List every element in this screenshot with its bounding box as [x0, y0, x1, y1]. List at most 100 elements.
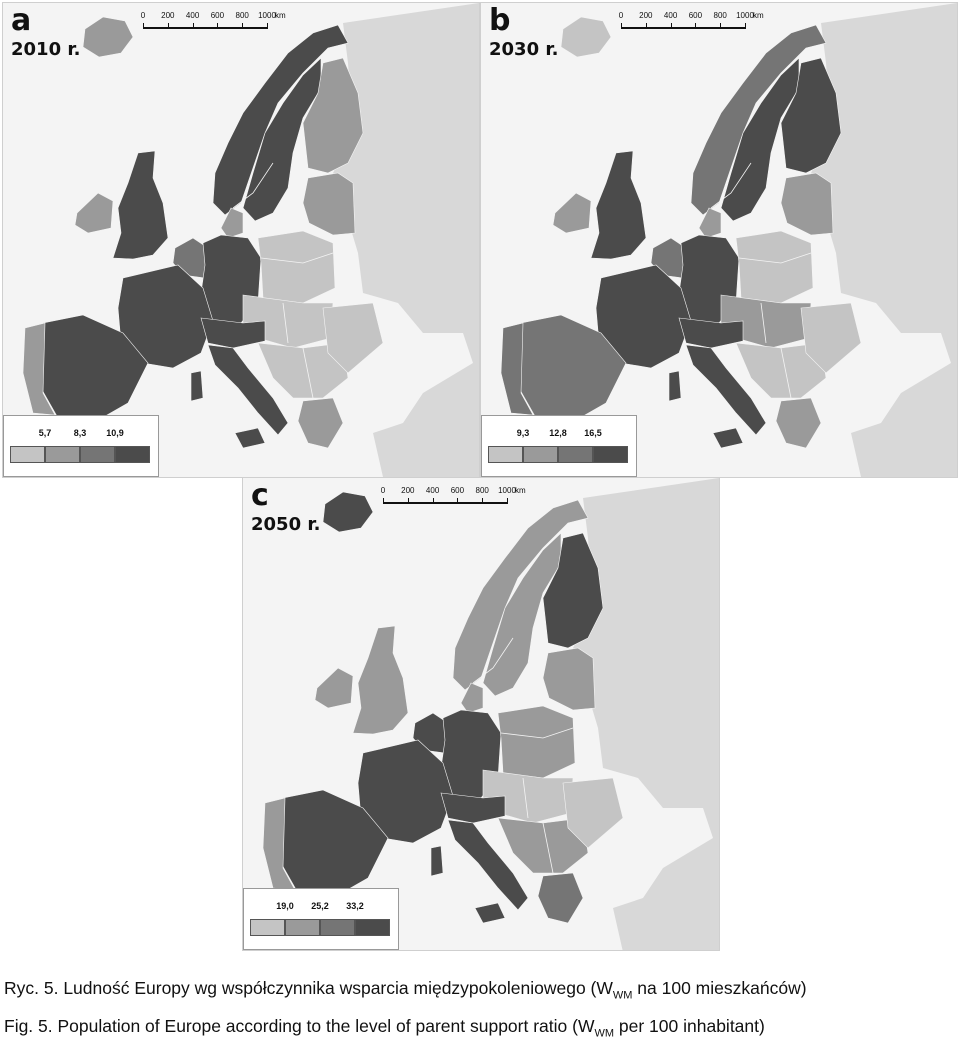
scale-tick: [432, 498, 434, 504]
region-ireland: [552, 192, 592, 234]
legend: 9,3 12,8 16,5: [481, 415, 637, 477]
legend-swatch: [10, 446, 45, 463]
scale-tick: [457, 498, 459, 504]
legend-swatch: [115, 446, 150, 463]
panel-year: 2030 r.: [489, 39, 559, 60]
scale-tick: [482, 498, 484, 504]
region-spain: [40, 314, 149, 424]
region-sicily: [234, 427, 266, 449]
scale-tick-label: 0: [618, 11, 624, 20]
region-finland: [780, 57, 842, 174]
region-uk: [352, 625, 409, 735]
legend-break-label: 10,9: [106, 428, 124, 438]
legend-break-label: 8,3: [73, 428, 87, 438]
region-finland: [302, 57, 364, 174]
legend-swatch: [285, 919, 320, 936]
region-balkans: [735, 342, 827, 399]
europe-map: [262, 478, 719, 950]
region-greece: [537, 872, 584, 924]
region-france: [357, 739, 454, 844]
scale-tick: [670, 23, 672, 29]
caption-polish: Ryc. 5. Ludność Europy wg współczynnika …: [4, 978, 807, 1002]
scale-tick-label: 800: [235, 11, 249, 20]
scale-tick: [621, 23, 622, 29]
scale-tick: [167, 23, 169, 29]
scale-tick: [383, 498, 384, 504]
scale-unit: km: [275, 11, 286, 20]
region-romania: [322, 302, 384, 374]
region-poland: [497, 705, 576, 779]
country-borders: [710, 162, 812, 399]
legend-break-label: 5,7: [38, 428, 52, 438]
scale-tick-label: 1000: [736, 11, 754, 20]
region-poland: [735, 230, 814, 304]
scale-tick-label: 0: [140, 11, 146, 20]
scale-tick: [143, 23, 144, 29]
legend-swatch: [355, 919, 390, 936]
scale-tick: [507, 498, 508, 504]
scale-unit: km: [753, 11, 764, 20]
legend-swatch: [488, 446, 523, 463]
scale-tick-label: 400: [185, 11, 200, 20]
europe-map: [500, 3, 957, 477]
country-borders: [232, 162, 334, 399]
legend-break-label: 19,0: [276, 901, 294, 911]
scale-tick-label: 200: [639, 11, 653, 20]
region-sardinia: [190, 370, 204, 402]
panel-letter: c: [251, 478, 269, 513]
legend-break-label: 16,5: [584, 428, 602, 438]
legend-break-label: 33,2: [346, 901, 364, 911]
scale-tick: [407, 498, 409, 504]
region-norway: [212, 24, 349, 216]
legend: 5,7 8,3 10,9: [3, 415, 159, 477]
region-sicily: [474, 902, 506, 924]
europe-map: [22, 3, 479, 477]
scale-bar: 0 200 400 600 800 1000 km: [619, 11, 769, 35]
legend-swatch: [523, 446, 558, 463]
scale-tick-label: 200: [161, 11, 175, 20]
panel-year: 2050 r.: [251, 514, 321, 535]
scale-tick-label: 800: [713, 11, 727, 20]
caption-english: Fig. 5. Population of Europe according t…: [4, 1016, 765, 1040]
scale-tick-label: 1000: [498, 486, 516, 495]
nonstudy-east: [333, 3, 479, 477]
scale-tick: [242, 23, 244, 29]
region-iceland: [82, 16, 134, 58]
scale-tick: [267, 23, 268, 29]
legend-swatch: [45, 446, 80, 463]
region-finland: [542, 532, 604, 649]
region-norway: [452, 499, 589, 691]
map-panel-b: b 2030 r. 0 200 400 600 800 1000 km 9,3 12,8 16,…: [480, 2, 958, 478]
legend-break-label: 12,8: [549, 428, 567, 438]
scale-unit: km: [515, 486, 526, 495]
region-alps: [678, 317, 744, 349]
panel-letter: b: [489, 3, 511, 38]
region-iceland: [322, 491, 374, 533]
legend-swatch: [250, 919, 285, 936]
panel-year: 2010 r.: [11, 39, 81, 60]
region-balkans: [257, 342, 349, 399]
panel-letter: a: [11, 3, 32, 38]
scale-tick-label: 600: [210, 11, 225, 20]
scale-tick-label: 1000: [258, 11, 276, 20]
region-greece: [775, 397, 822, 449]
legend: 19,0 25,2 33,2: [243, 888, 399, 950]
region-norway: [690, 24, 827, 216]
scale-tick-label: 0: [380, 486, 386, 495]
scale-tick-label: 400: [663, 11, 678, 20]
map-panel-a: a 2010 r. 0 200 400 600 800 1000 km 5,7 8,3 10,9: [2, 2, 480, 478]
region-alps: [200, 317, 266, 349]
region-spain: [280, 789, 389, 899]
scale-tick: [695, 23, 697, 29]
region-iceland: [560, 16, 612, 58]
region-italy: [447, 819, 529, 911]
scale-tick: [720, 23, 722, 29]
scale-bar: 0 200 400 600 800 1000 km: [381, 486, 531, 510]
region-uk: [112, 150, 169, 260]
scale-tick-label: 200: [401, 486, 415, 495]
region-italy: [207, 344, 289, 436]
region-baltics: [542, 647, 596, 711]
region-italy: [685, 344, 767, 436]
nonstudy-east: [811, 3, 957, 477]
region-romania: [800, 302, 862, 374]
